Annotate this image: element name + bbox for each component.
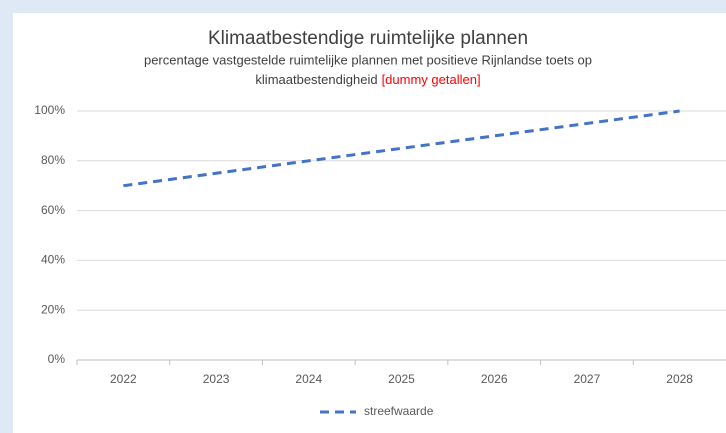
y-tick-label: 0% (48, 352, 66, 366)
chart-title: Klimaatbestendige ruimtelijke plannen (208, 28, 528, 49)
chart-panel (13, 13, 726, 433)
y-tick-label: 20% (41, 302, 65, 316)
x-tick-label: 2028 (666, 372, 693, 386)
legend-label: streefwaarde (364, 404, 434, 418)
y-tick-label: 80% (41, 153, 65, 167)
chart-subtitle-line: klimaatbestendigheid [dummy getallen] (255, 72, 480, 87)
y-tick-label: 60% (41, 203, 65, 217)
chart-subtitle: percentage vastgestelde ruimtelijke plan… (144, 52, 592, 67)
x-tick-label: 2027 (574, 372, 601, 386)
chart-subtitle: klimaatbestendigheid (255, 72, 377, 87)
x-tick-label: 2023 (203, 372, 230, 386)
x-tick-label: 2024 (295, 372, 322, 386)
y-tick-label: 40% (41, 253, 65, 267)
x-tick-label: 2026 (481, 372, 508, 386)
y-tick-label: 100% (34, 103, 65, 117)
data-line (123, 109, 680, 188)
x-tick-label: 2022 (110, 372, 137, 386)
annotation: [dummy getallen] (382, 72, 481, 87)
x-tick-label: 2025 (388, 372, 415, 386)
